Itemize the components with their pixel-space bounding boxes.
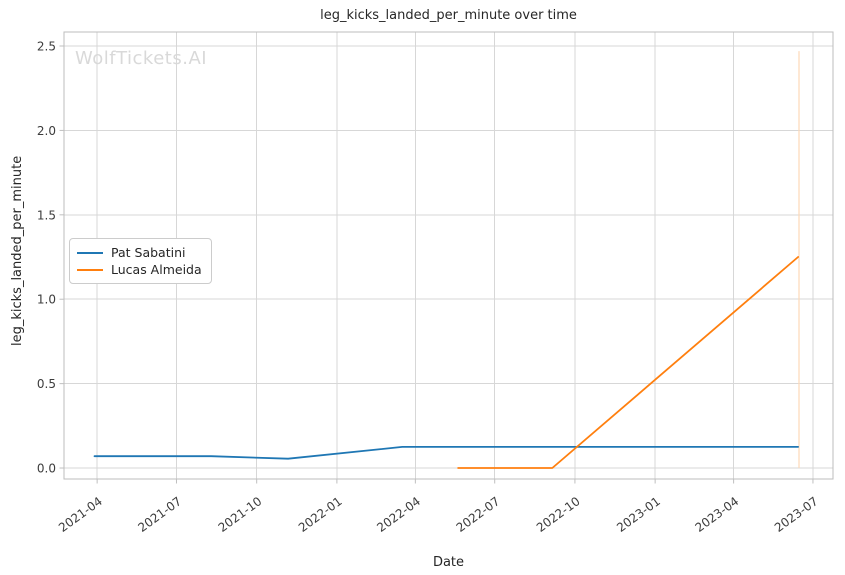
legend-label: Pat Sabatini: [111, 245, 186, 260]
x-tick-label: 2022-04: [374, 494, 423, 535]
x-tick-label: 2022-01: [296, 494, 345, 535]
x-tick-label: 2021-04: [56, 494, 105, 535]
series-line-lucas-almeida: [457, 256, 799, 469]
x-axis-label: Date: [432, 555, 465, 570]
x-tick-label: 2023-07: [772, 494, 821, 535]
legend: Pat Sabatini Lucas Almeida: [69, 238, 212, 284]
y-tick-label: 1.5: [37, 208, 56, 222]
legend-item: Lucas Almeida: [77, 261, 202, 278]
watermark-text: WolfTickets.AI: [75, 48, 208, 69]
legend-item: Pat Sabatini: [77, 244, 202, 261]
legend-line-swatch: [77, 251, 103, 254]
x-tick-label: 2022-10: [534, 494, 583, 535]
chart-title: leg_kicks_landed_per_minute over time: [320, 8, 577, 23]
plot-border: [63, 31, 834, 480]
x-tick-label: 2021-07: [135, 494, 184, 535]
y-tick-label: 1.0: [37, 293, 56, 307]
x-tick-label: 2023-04: [693, 494, 742, 535]
y-tick-label: 0.0: [37, 462, 56, 476]
x-tick-label: 2023-01: [614, 494, 663, 535]
y-tick-label: 2.5: [37, 40, 56, 54]
y-axis-label: leg_kicks_landed_per_minute: [10, 155, 25, 346]
series-line-pat-sabatini: [93, 445, 799, 460]
x-tick-label: 2022-07: [454, 494, 503, 535]
legend-label: Lucas Almeida: [111, 262, 202, 277]
y-tick-label: 0.5: [37, 377, 56, 391]
y-tick-label: 2.0: [37, 124, 56, 138]
x-tick-label: 2021-10: [216, 494, 265, 535]
legend-line-swatch: [77, 268, 103, 271]
